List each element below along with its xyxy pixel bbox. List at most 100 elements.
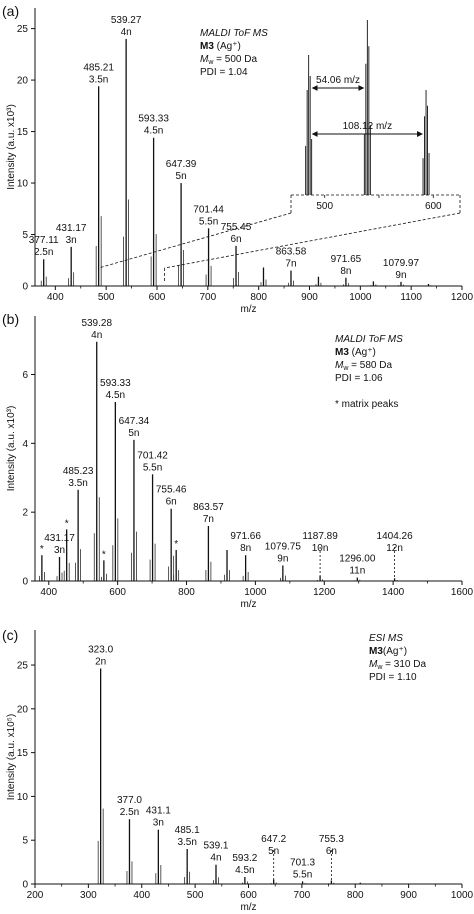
peak-mz-label: 323.0 bbox=[88, 645, 113, 656]
peak-oligomer-label: 6n bbox=[166, 497, 177, 508]
peak-mz-label: 1079.75 bbox=[265, 542, 302, 553]
peak-oligomer-label: 5.5n bbox=[293, 869, 312, 880]
info-note: * matrix peaks bbox=[335, 399, 398, 410]
peak-oligomer-label: 11n bbox=[349, 566, 365, 577]
x-tick-label: 300 bbox=[80, 890, 97, 901]
peak-oligomer-label: 3.5n bbox=[68, 478, 87, 489]
y-tick-label: 0 bbox=[22, 577, 28, 588]
peak-mz-label: 539.27 bbox=[111, 15, 142, 26]
inset-annotation-108: 108.12 m/z bbox=[343, 121, 392, 132]
peak-mz-label: 593.2 bbox=[232, 853, 257, 864]
peak-mz-label: 971.65 bbox=[331, 254, 362, 265]
x-tick-label: 1000 bbox=[451, 890, 474, 901]
mw-symbol: M bbox=[335, 360, 344, 371]
sample-name: M3 bbox=[200, 41, 214, 52]
panel-label: (a) bbox=[2, 3, 19, 19]
inset-annotation-54: 54.06 m/z bbox=[316, 75, 360, 86]
peak-mz-label: 377.0 bbox=[117, 795, 142, 806]
ion-label: (Ag⁺) bbox=[349, 347, 376, 358]
x-tick-label: 500 bbox=[98, 292, 115, 303]
x-tick-label: 900 bbox=[301, 292, 318, 303]
peak-mz-label: 647.2 bbox=[261, 834, 286, 845]
y-tick-label: 25 bbox=[17, 661, 29, 672]
peak-mz-label: 431.17 bbox=[56, 223, 87, 234]
peak-oligomer-label: 7n bbox=[203, 514, 214, 525]
peak-oligomer-label: 5n bbox=[176, 171, 187, 182]
inset-guide-left bbox=[98, 212, 292, 269]
y-axis-title: Intensity (a.u. x10⁵) bbox=[6, 714, 17, 800]
peak-mz-label: 431.17 bbox=[44, 533, 75, 544]
peak-mz-label: 1404.26 bbox=[377, 531, 414, 542]
matrix-peak-marker: * bbox=[65, 518, 69, 529]
peak-oligomer-label: 4n bbox=[210, 853, 221, 864]
mw-subscript: w bbox=[342, 365, 349, 372]
x-tick-label: 800 bbox=[347, 890, 364, 901]
y-tick-label: 10 bbox=[17, 179, 29, 190]
info-technique: ESI MS bbox=[369, 633, 403, 644]
x-tick-label: 800 bbox=[250, 292, 267, 303]
peak-mz-label: 863.57 bbox=[193, 502, 224, 513]
peak-mz-label: 485.23 bbox=[63, 466, 94, 477]
inset-zoom: 500 600 54.06 m/z 108.12 m/z bbox=[98, 20, 461, 282]
peak-oligomer-label: 3n bbox=[153, 818, 164, 829]
peak-oligomer-label: 3.5n bbox=[89, 74, 108, 85]
peak-mz-label: 1079.97 bbox=[383, 258, 420, 269]
sample-name: M3 bbox=[369, 646, 383, 657]
info-sample: M3 (Ag⁺) bbox=[200, 41, 241, 52]
peak-oligomer-label: 5.5n bbox=[143, 462, 162, 473]
x-tick-label: 200 bbox=[27, 890, 44, 901]
mw-subscript: w bbox=[207, 59, 214, 66]
x-tick-label: 1000 bbox=[349, 292, 372, 303]
y-tick-label: 2 bbox=[22, 508, 28, 519]
peak-oligomer-label: 4n bbox=[91, 330, 102, 341]
info-mw: Mw = 310 Da bbox=[369, 659, 426, 671]
panel-c: (c) 200 300 400 500 600 700 800 900 1000 0 5 10 15 20 2… bbox=[2, 627, 474, 913]
peak-oligomer-label: 3n bbox=[54, 545, 65, 556]
x-tick-label: 400 bbox=[40, 587, 57, 598]
panel-label: (b) bbox=[2, 311, 19, 327]
peak-oligomer-label: 6n bbox=[230, 234, 241, 245]
peak-oligomer-label: 12n bbox=[386, 543, 403, 554]
peak-mz-label: 539.28 bbox=[81, 318, 112, 329]
panel-b: (b) 400 600 800 1000 1200 1400 1600 0 2 4 6 m/z Inten… bbox=[2, 311, 474, 610]
mw-value: = 580 Da bbox=[348, 360, 392, 371]
peak-mz-label: 1296.00 bbox=[339, 554, 376, 565]
x-axis-title: m/z bbox=[240, 599, 256, 610]
x-tick-label: 1200 bbox=[313, 587, 336, 598]
inset-x-tick-label: 600 bbox=[425, 201, 442, 212]
y-tick-label: 20 bbox=[17, 704, 29, 715]
matrix-peak-marker: * bbox=[174, 539, 178, 550]
peak-mz-label: 431.1 bbox=[146, 806, 171, 817]
x-tick-label: 500 bbox=[187, 890, 204, 901]
x-tick-label: 600 bbox=[240, 890, 257, 901]
x-tick-label: 1400 bbox=[382, 587, 405, 598]
peak-mz-label: 539.1 bbox=[203, 841, 228, 852]
y-tick-label: 4 bbox=[22, 439, 28, 450]
peak-mz-label: 485.21 bbox=[83, 62, 114, 73]
peak-oligomer-label: 8n bbox=[340, 266, 351, 277]
mw-value: = 500 Da bbox=[213, 54, 257, 65]
x-tick-label: 1600 bbox=[451, 587, 474, 598]
peak-mz-label: 863.58 bbox=[276, 247, 307, 258]
info-sample: M3(Ag⁺) bbox=[369, 646, 407, 657]
peak-oligomer-label: 2n bbox=[95, 657, 106, 668]
peak-mz-label: 647.39 bbox=[166, 159, 197, 170]
peak-oligomer-label: 3n bbox=[66, 235, 77, 246]
info-mw: Mw = 580 Da bbox=[335, 360, 392, 372]
peak-mz-label: 701.3 bbox=[290, 857, 315, 868]
info-pdi: PDI = 1.10 bbox=[369, 672, 417, 683]
inset-x-tick-label: 500 bbox=[316, 201, 333, 212]
peak-mz-label: 755.45 bbox=[221, 222, 252, 233]
peak-mz-label: 485.1 bbox=[175, 825, 200, 836]
x-tick-label: 800 bbox=[178, 587, 195, 598]
mw-value: = 310 Da bbox=[382, 659, 426, 670]
info-pdi: PDI = 1.04 bbox=[200, 67, 248, 78]
peak-mz-label: 593.33 bbox=[100, 378, 131, 389]
x-tick-label: 700 bbox=[294, 890, 311, 901]
peak-oligomer-label: 5n bbox=[268, 846, 279, 857]
peak-mz-label: 593.33 bbox=[138, 114, 169, 125]
peak-mz-label: 647.34 bbox=[119, 416, 150, 427]
x-tick-label: 700 bbox=[199, 292, 216, 303]
peak-mz-label: 701.44 bbox=[193, 204, 224, 215]
